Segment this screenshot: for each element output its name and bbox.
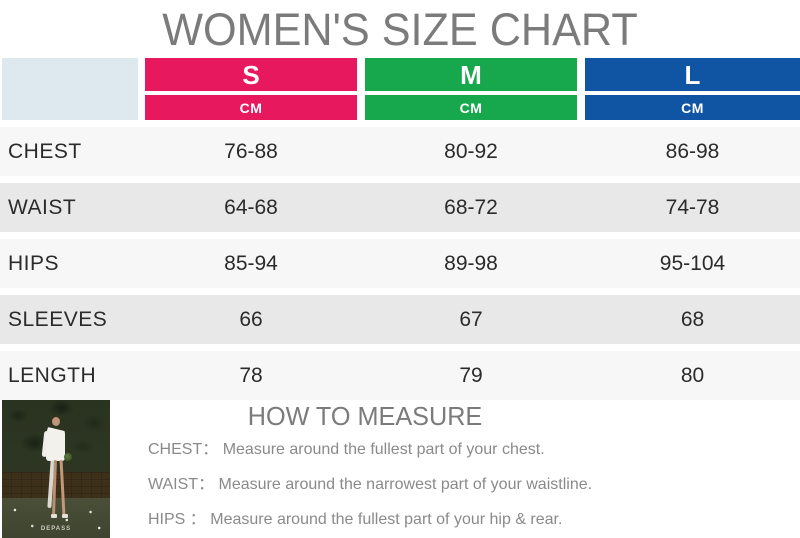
value-cell-l: 80 bbox=[680, 363, 705, 387]
value-cell-m: 79 bbox=[459, 363, 483, 387]
table-row-sleeves: SLEEVES 66 67 68 bbox=[0, 295, 800, 344]
value-cell-s: 85-94 bbox=[224, 251, 278, 275]
size-header-m: M bbox=[365, 58, 577, 91]
measure-label: HIPS ： bbox=[148, 511, 206, 528]
table-row-chest: CHEST 76-88 80-92 86-98 bbox=[0, 127, 800, 176]
row-label: WAIST bbox=[8, 195, 77, 219]
model-shoe-right bbox=[62, 514, 68, 518]
size-header-s: S bbox=[145, 58, 357, 91]
row-label: LENGTH bbox=[8, 363, 97, 387]
photo-watermark: DEPASS bbox=[40, 526, 72, 532]
value-cell-m: 68-72 bbox=[444, 195, 498, 219]
measure-text: Measure around the fullest part of your … bbox=[210, 511, 563, 528]
table-row-hips: HIPS 85-94 89-98 95-104 bbox=[0, 239, 800, 288]
model-photo: DEPASS bbox=[2, 400, 110, 538]
unit-header-l: CM bbox=[585, 95, 800, 120]
table-row-waist: WAIST 64-68 68-72 74-78 bbox=[0, 183, 800, 232]
size-header-l: L bbox=[585, 58, 800, 91]
measure-label: CHEST： bbox=[148, 441, 219, 458]
corner-header-cell bbox=[2, 58, 138, 120]
table-row-length: LENGTH 78 79 80 bbox=[0, 351, 800, 400]
row-label: CHEST bbox=[8, 139, 82, 163]
value-cell-m: 67 bbox=[459, 307, 483, 331]
value-cell-l: 68 bbox=[680, 307, 705, 331]
measure-label: WAIST： bbox=[148, 476, 215, 493]
value-cell-s: 64-68 bbox=[224, 195, 278, 219]
row-label: SLEEVES bbox=[8, 307, 108, 331]
measure-text: Measure around the fullest part of your … bbox=[222, 441, 545, 458]
value-cell-l: 74-78 bbox=[665, 195, 720, 219]
unit-header-m: CM bbox=[365, 95, 577, 120]
value-cell-l: 95-104 bbox=[659, 251, 726, 275]
grass-ground bbox=[2, 498, 110, 538]
value-cell-s: 66 bbox=[239, 307, 263, 331]
row-label: HIPS bbox=[8, 251, 60, 275]
model-dress bbox=[46, 427, 65, 461]
model-head bbox=[52, 417, 60, 426]
model-shoe-left bbox=[51, 514, 57, 518]
page-title: WOMEN'S SIZE CHART bbox=[162, 4, 638, 55]
measure-text: Measure around the narrowest part of you… bbox=[218, 476, 593, 493]
value-cell-m: 89-98 bbox=[444, 251, 498, 275]
model-bouquet bbox=[64, 453, 72, 461]
value-cell-l: 86-98 bbox=[665, 139, 720, 163]
unit-header-s: CM bbox=[145, 95, 357, 120]
measure-line-hips: HIPS ： Measure around the fullest part o… bbox=[148, 509, 788, 531]
measure-line-waist: WAIST： Measure around the narrowest part… bbox=[148, 474, 788, 496]
measure-line-chest: CHEST： Measure around the fullest part o… bbox=[148, 439, 788, 461]
value-cell-m: 80-92 bbox=[444, 139, 498, 163]
how-to-measure-title: HOW TO MEASURE bbox=[247, 401, 483, 431]
value-cell-s: 78 bbox=[239, 363, 263, 387]
value-cell-s: 76-88 bbox=[224, 139, 278, 163]
